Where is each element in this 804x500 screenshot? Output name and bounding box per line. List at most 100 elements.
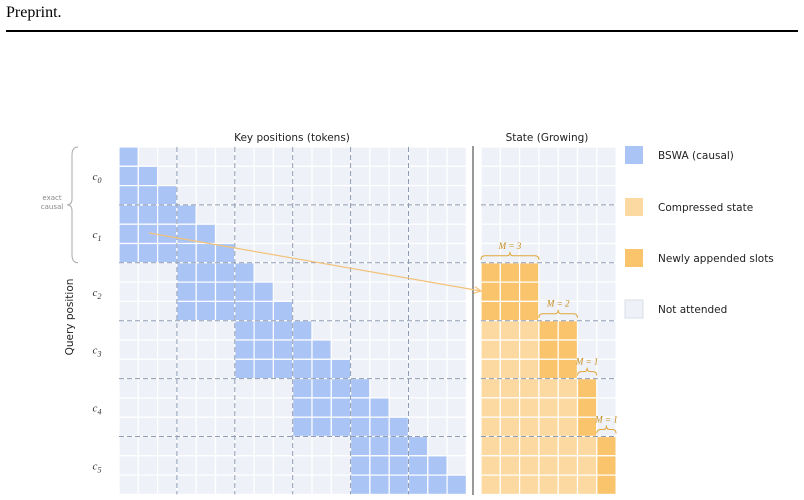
state-empty-cell <box>480 223 501 245</box>
state-compressed-cell <box>499 378 521 399</box>
bswa-cell <box>330 378 352 399</box>
bswa-cell <box>407 455 429 476</box>
empty-cell <box>330 185 352 206</box>
bswa-cell <box>350 416 371 438</box>
empty-cell <box>195 204 217 225</box>
empty-cell <box>234 474 255 496</box>
state-empty-cell <box>480 204 501 225</box>
empty-cell <box>137 300 159 322</box>
empty-cell <box>407 358 429 380</box>
empty-cell <box>446 146 468 167</box>
bswa-cell <box>253 300 275 322</box>
exact-causal-label: causal <box>41 203 64 211</box>
empty-cell <box>253 185 275 206</box>
bswa-cell <box>407 435 429 457</box>
empty-cell <box>272 262 294 283</box>
state-compressed-cell <box>518 435 540 457</box>
state-compressed-cell <box>518 378 540 399</box>
empty-cell <box>157 435 178 457</box>
empty-cell <box>330 339 352 360</box>
bswa-cell <box>330 416 352 438</box>
empty-cell <box>234 185 255 206</box>
bswa-cell <box>234 358 255 380</box>
state-compressed-cell <box>538 397 559 418</box>
state-appended-cell <box>538 339 559 360</box>
empty-cell <box>350 320 371 341</box>
state-empty-cell <box>596 378 617 399</box>
empty-cell <box>234 397 255 418</box>
empty-cell <box>427 320 448 341</box>
empty-cell <box>330 242 352 264</box>
empty-cell <box>427 165 448 187</box>
empty-cell <box>195 474 217 496</box>
empty-cell <box>157 300 178 322</box>
empty-cell <box>311 165 332 187</box>
empty-cell <box>272 146 294 167</box>
empty-cell <box>272 223 294 245</box>
empty-cell <box>427 242 448 264</box>
bswa-cell <box>157 185 178 206</box>
empty-cell <box>369 339 390 360</box>
bswa-cell <box>272 358 294 380</box>
bswa-cell <box>234 300 255 322</box>
empty-cell <box>311 300 332 322</box>
state-compressed-cell <box>480 358 501 380</box>
state-appended-cell <box>576 378 598 399</box>
bswa-cell <box>214 300 236 322</box>
empty-cell <box>446 300 468 322</box>
empty-cell <box>350 223 371 245</box>
empty-cell <box>369 281 390 303</box>
empty-cell <box>157 378 178 399</box>
page-header: Preprint. <box>6 0 798 32</box>
empty-cell <box>253 455 275 476</box>
bswa-cell <box>330 397 352 418</box>
state-empty-cell <box>557 185 579 206</box>
empty-cell <box>446 320 468 341</box>
empty-cell <box>118 339 139 360</box>
empty-cell <box>253 416 275 438</box>
empty-cell <box>407 281 429 303</box>
empty-cell <box>118 262 139 283</box>
empty-cell <box>427 185 448 206</box>
empty-cell <box>157 146 178 167</box>
legend-swatch <box>624 299 644 319</box>
empty-cell <box>388 358 410 380</box>
bswa-cell <box>369 416 390 438</box>
empty-cell <box>272 455 294 476</box>
empty-cell <box>214 455 236 476</box>
empty-cell <box>427 223 448 245</box>
empty-cell <box>446 185 468 206</box>
empty-cell <box>234 378 255 399</box>
bswa-cell <box>118 223 139 245</box>
legend-label: Not attended <box>658 304 727 316</box>
empty-cell <box>118 416 139 438</box>
state-compressed-cell <box>480 416 501 438</box>
empty-cell <box>176 339 197 360</box>
empty-cell <box>330 320 352 341</box>
state-appended-cell <box>480 281 501 303</box>
state-empty-cell <box>538 262 559 283</box>
empty-cell <box>157 397 178 418</box>
empty-cell <box>195 358 217 380</box>
state-empty-cell <box>557 165 579 187</box>
empty-cell <box>214 435 236 457</box>
state-empty-cell <box>596 339 617 360</box>
empty-cell <box>253 397 275 418</box>
empty-cell <box>157 358 178 380</box>
empty-cell <box>350 300 371 322</box>
empty-cell <box>427 358 448 380</box>
empty-cell <box>292 146 313 167</box>
empty-cell <box>214 320 236 341</box>
key-positions-title: Key positions (tokens) <box>234 132 350 144</box>
state-compressed-cell <box>518 416 540 438</box>
state-compressed-cell <box>499 416 521 438</box>
m-brace <box>480 251 540 260</box>
empty-cell <box>292 165 313 187</box>
empty-cell <box>272 204 294 225</box>
state-compressed-cell <box>480 378 501 399</box>
empty-cell <box>157 339 178 360</box>
empty-cell <box>253 146 275 167</box>
attention-grid <box>118 146 468 496</box>
empty-cell <box>214 204 236 225</box>
state-compressed-cell <box>518 474 540 496</box>
